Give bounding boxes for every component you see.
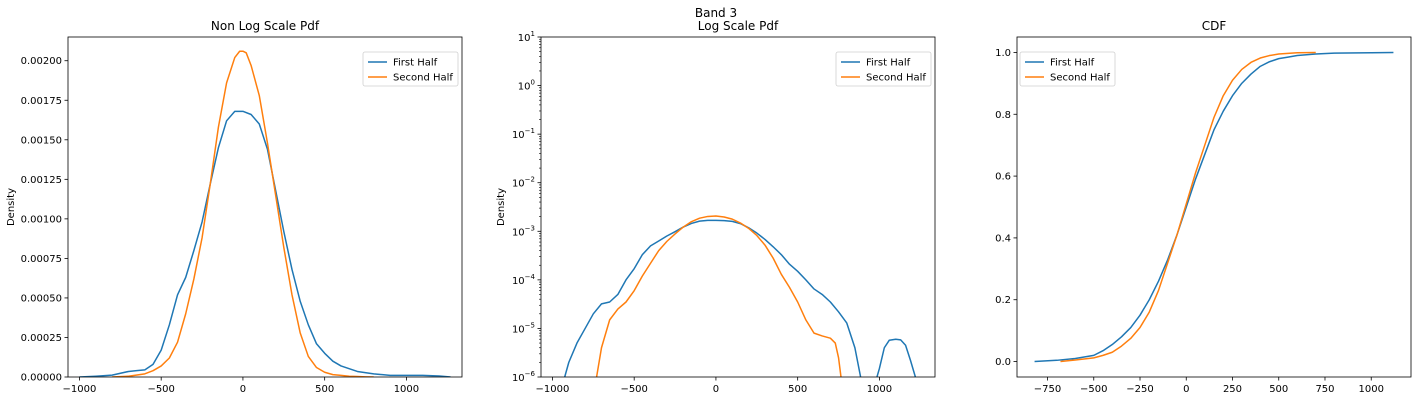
legend-label: Second Half — [393, 73, 453, 84]
series-line-first-half — [1034, 51, 1394, 363]
y-tick-base: 10 — [512, 324, 525, 335]
series-line-first-half — [79, 110, 451, 377]
y-tick-base: 10 — [512, 373, 525, 384]
y-tick-label: 0.2 — [995, 295, 1011, 306]
y-tick-exponent: 1 — [531, 30, 535, 38]
y-tick-label: 0.00100 — [21, 214, 62, 225]
plot-area — [563, 215, 917, 377]
x-tick-label: 500 — [788, 384, 807, 395]
legend-label: First Half — [1050, 58, 1095, 69]
y-tick-label: 10−5 — [512, 321, 535, 335]
y-tick-label: 100 — [518, 79, 535, 93]
legend-label: Second Half — [866, 73, 926, 84]
x-tick-label: 750 — [1315, 384, 1334, 395]
legend: First Half Second Half — [362, 51, 459, 87]
plot-area — [1034, 51, 1394, 363]
legend-label: Second Half — [1050, 73, 1110, 84]
x-tick-label: 0 — [713, 384, 719, 395]
x-tick-label: −750 — [1034, 384, 1061, 395]
y-tick-label: 10−6 — [512, 370, 536, 384]
y-tick-label: 0.4 — [995, 233, 1011, 244]
y-tick-label: 0.00200 — [21, 56, 62, 67]
legend: First Half Second Half — [1019, 51, 1116, 87]
x-tick-label: 250 — [1223, 384, 1242, 395]
y-tick-base: 10 — [512, 276, 525, 287]
axes-frame — [540, 36, 936, 378]
y-tick-base: 10 — [512, 227, 525, 238]
y-tick-label: 0.00175 — [21, 96, 62, 107]
y-tick-base: 10 — [518, 33, 531, 44]
axes-frame — [67, 36, 463, 378]
y-tick-label: 1.0 — [995, 48, 1011, 59]
y-tick-exponent: −2 — [525, 176, 535, 184]
y-tick-label: 0.6 — [995, 172, 1011, 183]
y-tick-exponent: −1 — [525, 127, 535, 135]
panel-pdf-log: Log Scale Pdf−1000 −500 0 500 100010−610−510… — [496, 19, 936, 395]
y-tick-label: 10−3 — [512, 224, 535, 238]
y-tick-base: 10 — [512, 130, 525, 141]
sup-title: Band 3 — [695, 6, 737, 20]
y-tick-label: 0.00025 — [21, 333, 62, 344]
series-line-second-half — [1060, 51, 1316, 363]
y-tick-label: 0.00125 — [21, 175, 62, 186]
y-tick-label: 0.00050 — [21, 293, 62, 304]
panel-pdf-linear: Non Log Scale Pdf −1000 −500 0 500 1000 0.0000… — [6, 19, 463, 395]
panel-title: Log Scale Pdf — [698, 19, 779, 33]
panel-title: CDF — [1202, 19, 1227, 33]
y-tick-label: 0.00075 — [21, 254, 62, 265]
panel-cdf: CDF −750 −500 −250 0 250 500 750 1000 0.0 0.2 0.4 0.… — [995, 19, 1412, 395]
x-tick-label: 0 — [1183, 384, 1189, 395]
x-tick-label: 0 — [240, 384, 246, 395]
axes-frame — [1016, 36, 1412, 378]
y-tick-exponent: −6 — [525, 370, 536, 378]
x-tick-label: −1000 — [63, 384, 97, 395]
legend-label: First Half — [393, 58, 438, 69]
y-axis-label: Density — [6, 188, 17, 226]
x-tick-label: −250 — [1126, 384, 1153, 395]
y-tick-label: 10−1 — [512, 127, 535, 141]
y-tick-label: 0.00000 — [21, 373, 62, 384]
y-axis-label: Density — [496, 188, 507, 226]
y-tick-label: 0.0 — [995, 357, 1011, 368]
y-tick-label: 0.8 — [995, 110, 1011, 121]
x-tick-label: 500 — [315, 384, 334, 395]
x-tick-label: 1000 — [394, 384, 419, 395]
y-tick-label: 10−4 — [512, 273, 536, 287]
y-tick-exponent: −5 — [525, 321, 535, 329]
y-tick-label: 101 — [518, 30, 535, 44]
y-tick-exponent: −3 — [525, 224, 535, 232]
legend: First Half Second Half — [835, 51, 932, 87]
panel-title: Non Log Scale Pdf — [211, 19, 320, 33]
x-tick-label: 1000 — [1359, 384, 1384, 395]
plot-area — [79, 50, 451, 377]
series-line-second-half — [112, 50, 374, 377]
x-tick-label: −1000 — [536, 384, 570, 395]
series-line-first-half — [563, 219, 862, 377]
y-tick-label: 0.00150 — [21, 135, 62, 146]
legend-label: First Half — [866, 58, 911, 69]
x-tick-label: −500 — [1080, 384, 1107, 395]
x-tick-label: −500 — [147, 384, 174, 395]
y-tick-base: 10 — [518, 82, 531, 93]
x-tick-label: 1000 — [867, 384, 892, 395]
y-tick-exponent: −4 — [525, 273, 536, 281]
x-tick-label: 500 — [1269, 384, 1288, 395]
x-tick-label: −500 — [620, 384, 647, 395]
series-line-second-half — [595, 215, 842, 377]
y-tick-base: 10 — [512, 179, 525, 190]
y-tick-label: 10−2 — [512, 176, 535, 190]
series-line-first-half — [876, 338, 917, 377]
y-tick-exponent: 0 — [531, 79, 535, 87]
